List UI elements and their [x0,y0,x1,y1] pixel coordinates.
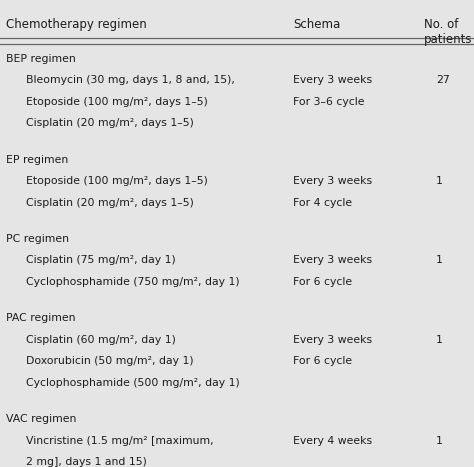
Text: 1: 1 [436,255,443,265]
Text: PC regimen: PC regimen [6,234,69,244]
Text: 2 mg], days 1 and 15): 2 mg], days 1 and 15) [26,457,147,467]
Text: Cisplatin (20 mg/m², days 1–5): Cisplatin (20 mg/m², days 1–5) [26,198,194,207]
Text: Cyclophosphamide (750 mg/m², day 1): Cyclophosphamide (750 mg/m², day 1) [26,277,240,287]
Text: Doxorubicin (50 mg/m², day 1): Doxorubicin (50 mg/m², day 1) [26,356,194,366]
Text: Vincristine (1.5 mg/m² [maximum,: Vincristine (1.5 mg/m² [maximum, [26,436,214,446]
Text: EP regimen: EP regimen [6,155,68,164]
Text: Every 3 weeks: Every 3 weeks [293,255,372,265]
Text: Cisplatin (60 mg/m², day 1): Cisplatin (60 mg/m², day 1) [26,335,176,345]
Text: BEP regimen: BEP regimen [6,54,75,64]
Text: Every 4 weeks: Every 4 weeks [293,436,372,446]
Text: Cisplatin (75 mg/m², day 1): Cisplatin (75 mg/m², day 1) [26,255,176,265]
Text: For 6 cycle: For 6 cycle [293,277,352,287]
Text: Cyclophosphamide (500 mg/m², day 1): Cyclophosphamide (500 mg/m², day 1) [26,378,240,388]
Text: No. of
patients: No. of patients [424,18,473,46]
Text: 1: 1 [436,335,443,345]
Text: 1: 1 [436,176,443,186]
Text: Etoposide (100 mg/m², days 1–5): Etoposide (100 mg/m², days 1–5) [26,97,208,106]
Text: Bleomycin (30 mg, days 1, 8 and, 15),: Bleomycin (30 mg, days 1, 8 and, 15), [26,75,235,85]
Text: 27: 27 [436,75,450,85]
Text: For 6 cycle: For 6 cycle [293,356,352,366]
Text: Every 3 weeks: Every 3 weeks [293,75,372,85]
Text: PAC regimen: PAC regimen [6,313,75,323]
Text: 1: 1 [436,436,443,446]
Text: Cisplatin (20 mg/m², days 1–5): Cisplatin (20 mg/m², days 1–5) [26,118,194,128]
Text: For 4 cycle: For 4 cycle [293,198,352,207]
Text: VAC regimen: VAC regimen [6,414,76,424]
Text: Every 3 weeks: Every 3 weeks [293,335,372,345]
Text: Etoposide (100 mg/m², days 1–5): Etoposide (100 mg/m², days 1–5) [26,176,208,186]
Text: Chemotherapy regimen: Chemotherapy regimen [6,18,146,31]
Text: For 3–6 cycle: For 3–6 cycle [293,97,365,106]
Text: Every 3 weeks: Every 3 weeks [293,176,372,186]
Text: Schema: Schema [293,18,340,31]
